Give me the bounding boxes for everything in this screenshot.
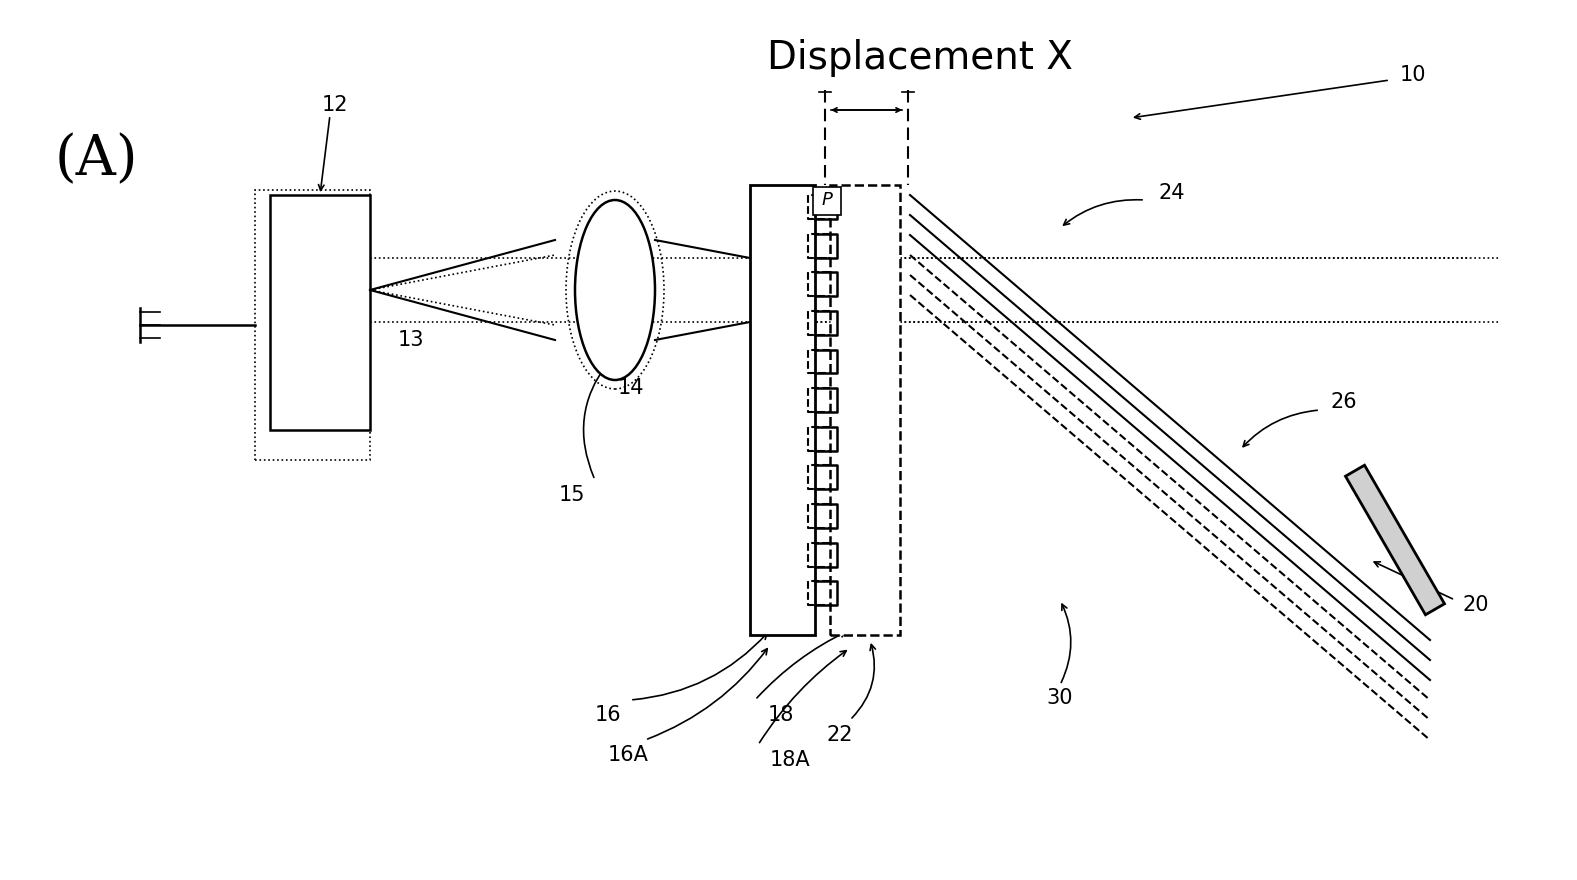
Text: 20: 20 (1462, 595, 1489, 615)
Text: 14: 14 (618, 378, 645, 398)
Text: 18A: 18A (770, 750, 811, 770)
Text: 26: 26 (1329, 392, 1356, 412)
Bar (751, 185, 815, 635)
Ellipse shape (576, 200, 654, 380)
Bar (830, 185, 900, 635)
Bar (255, 190, 371, 460)
Text: 30: 30 (1047, 688, 1074, 708)
Text: 10: 10 (1400, 65, 1427, 85)
Text: (A): (A) (55, 133, 139, 187)
Text: 24: 24 (1158, 183, 1184, 203)
Text: 18: 18 (768, 705, 795, 725)
Text: 12: 12 (322, 95, 349, 115)
Bar (814, 187, 841, 215)
Text: 16A: 16A (607, 745, 648, 765)
Text: Displacement X: Displacement X (766, 39, 1072, 77)
Text: 15: 15 (558, 485, 585, 505)
Text: P: P (822, 191, 833, 209)
Text: 16: 16 (595, 705, 621, 725)
Polygon shape (1345, 466, 1445, 615)
Bar (270, 195, 371, 430)
Text: 22: 22 (826, 725, 853, 745)
Text: 13: 13 (397, 330, 424, 350)
